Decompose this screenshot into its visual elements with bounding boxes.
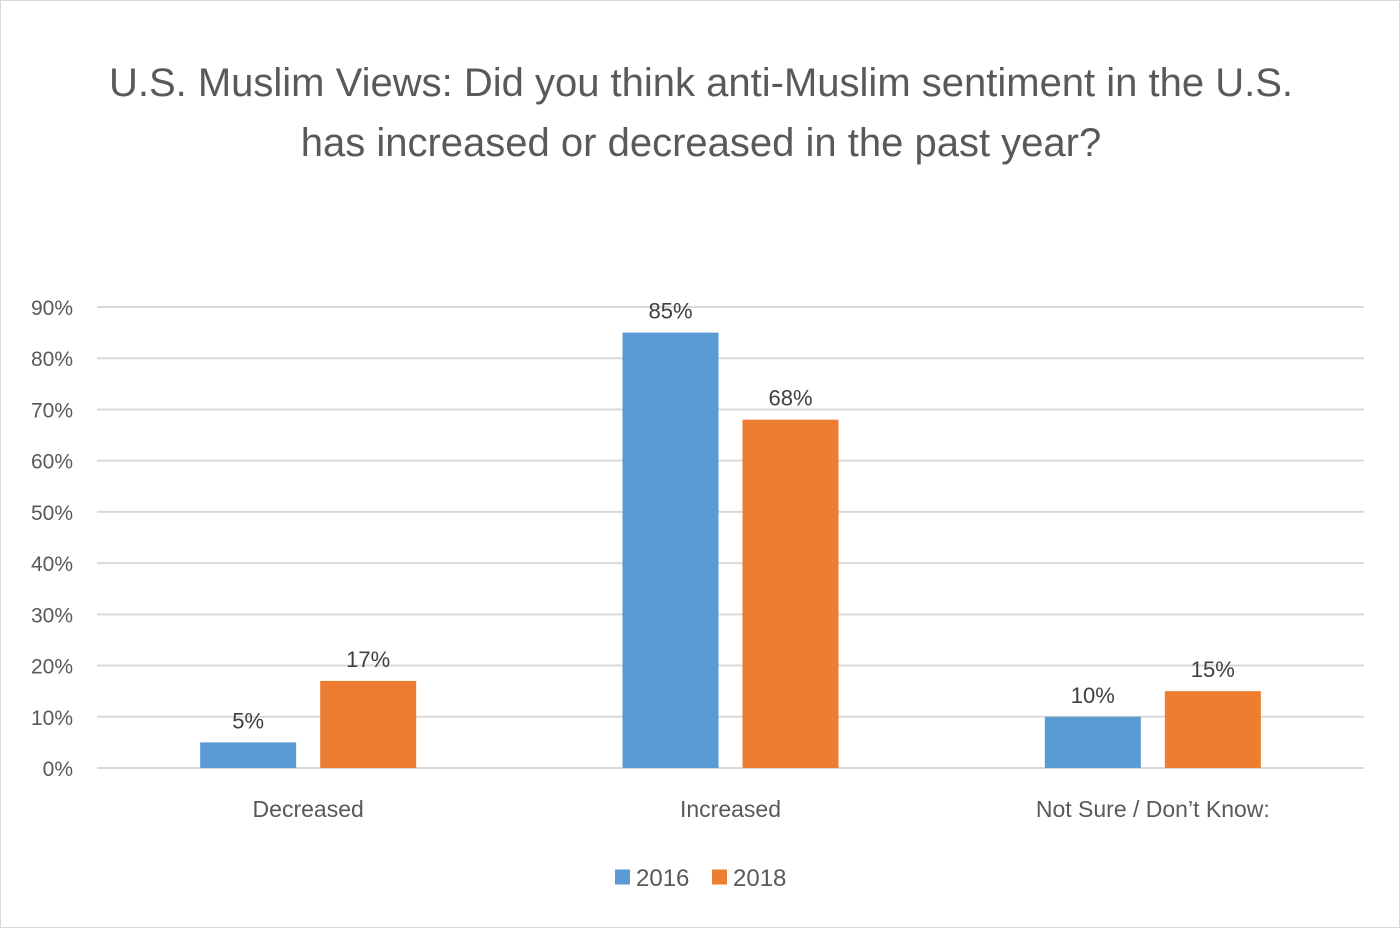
bar-decreased-2016 bbox=[200, 742, 297, 768]
bar-not-sure-don-t-know-2016 bbox=[1044, 716, 1141, 768]
data-label-increased-2016: 85% bbox=[648, 299, 692, 324]
data-label-increased-2018: 68% bbox=[768, 386, 812, 411]
legend: 2016 2018 bbox=[615, 865, 786, 892]
x-tick-label-decreased: Decreased bbox=[253, 796, 364, 822]
y-tick-label: 60% bbox=[31, 451, 73, 474]
data-labels: 5% 17% 85% 68% 10% 15% bbox=[232, 299, 1235, 734]
gridlines bbox=[97, 306, 1364, 769]
data-label-decreased-2018: 17% bbox=[346, 647, 390, 672]
bar-decreased-2018 bbox=[320, 680, 417, 768]
legend-swatch-2016 bbox=[615, 869, 630, 885]
y-tick-label: 10% bbox=[31, 707, 73, 730]
y-tick-label: 40% bbox=[31, 553, 73, 576]
y-tick-label: 50% bbox=[31, 502, 73, 525]
chart-title: U.S. Muslim Views: Did you think anti-Mu… bbox=[101, 53, 1301, 173]
data-label-not-sure-don-t-know-2016: 10% bbox=[1071, 683, 1115, 708]
bar-increased-2018 bbox=[742, 419, 839, 768]
x-tick-label-not-sure-don-t-know: Not Sure / Don’t Know: bbox=[1036, 796, 1270, 822]
y-tick-label: 20% bbox=[31, 656, 73, 679]
y-tick-label: 90% bbox=[31, 297, 73, 320]
y-tick-label: 0% bbox=[43, 758, 73, 781]
y-tick-label: 70% bbox=[31, 399, 73, 422]
x-axis-category-labels: Decreased Increased Not Sure / Don’t Know: bbox=[253, 796, 1270, 822]
bars bbox=[200, 332, 1261, 768]
x-tick-label-increased: Increased bbox=[680, 796, 781, 822]
y-tick-label: 80% bbox=[31, 348, 73, 371]
data-label-decreased-2016: 5% bbox=[232, 708, 264, 733]
chart-title-line-2: has increased or decreased in the past y… bbox=[300, 121, 1102, 165]
bar-increased-2016 bbox=[622, 332, 719, 768]
data-label-not-sure-don-t-know-2018: 15% bbox=[1191, 657, 1235, 682]
legend-label-2016: 2016 bbox=[636, 865, 689, 892]
bar-not-sure-don-t-know-2018 bbox=[1164, 691, 1261, 768]
y-tick-label: 30% bbox=[31, 604, 73, 627]
y-axis-tick-labels: 0% 10% 20% 30% 40% 50% 60% 70% 80% 90% bbox=[31, 297, 73, 781]
chart-title-line-1: U.S. Muslim Views: Did you think anti-Mu… bbox=[108, 61, 1294, 105]
legend-swatch-2018 bbox=[712, 869, 727, 885]
legend-label-2018: 2018 bbox=[733, 865, 786, 892]
